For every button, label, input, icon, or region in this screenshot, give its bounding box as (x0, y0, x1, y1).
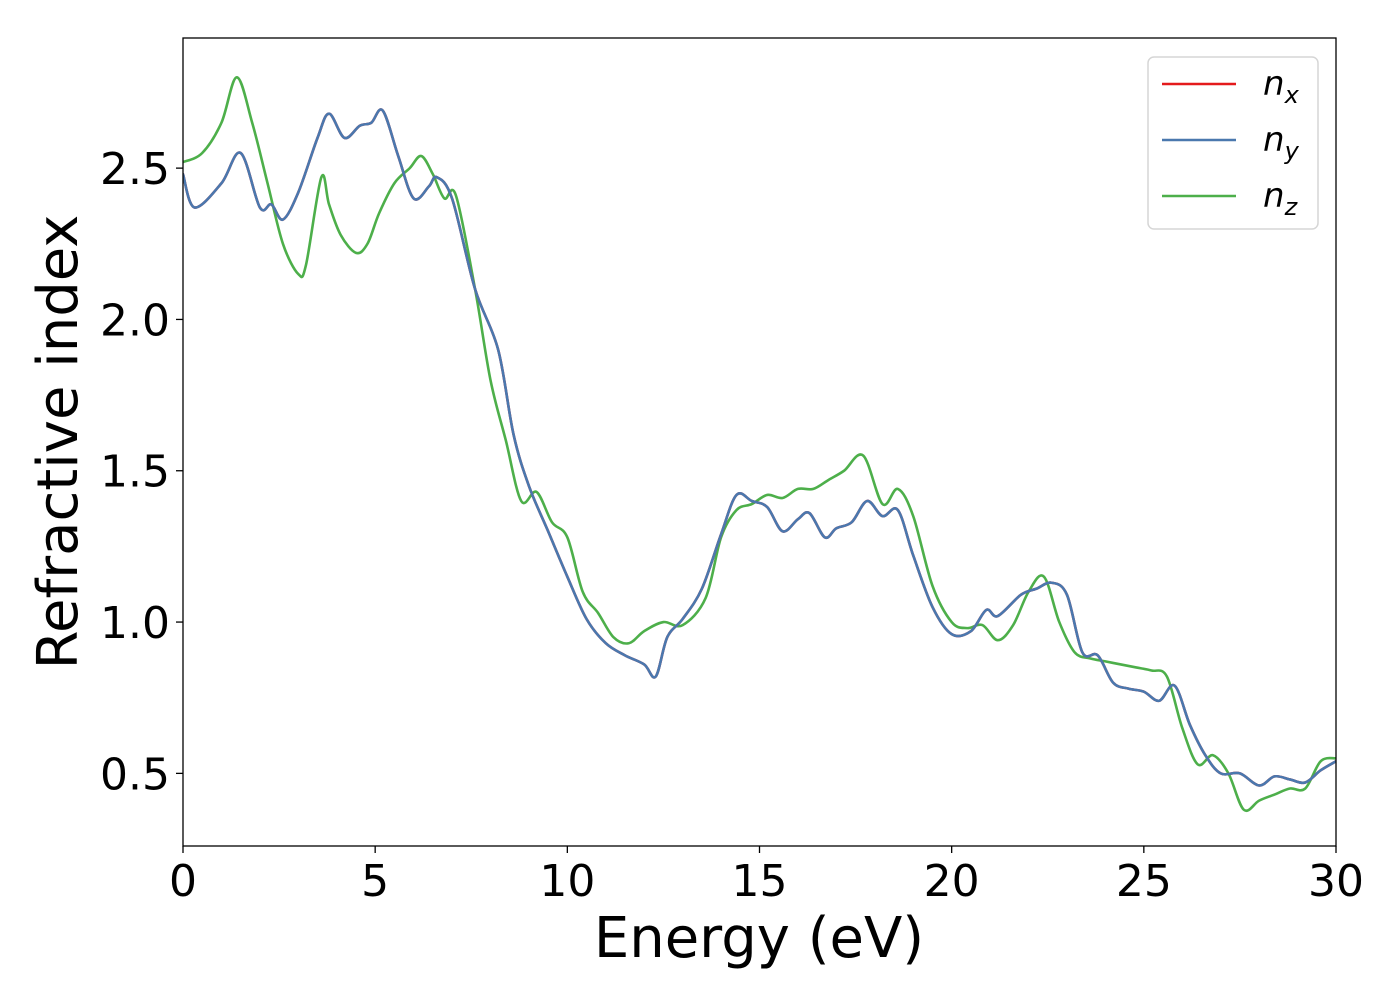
x-axis: 0 5 10 15 20 25 30 (169, 846, 1364, 907)
series-line-n-z (183, 76, 1336, 812)
legend-box (1147, 56, 1319, 230)
series-layer (183, 76, 1336, 812)
x-tick-label: 0 (169, 856, 197, 907)
legend-label-n-z: nz (1263, 176, 1299, 221)
legend-label-n-y: ny (1263, 120, 1300, 165)
y-tick-label: 2.5 (100, 144, 170, 195)
x-tick-label: 30 (1308, 856, 1364, 907)
series-line-n-y (183, 108, 1336, 787)
x-tick-label: 5 (361, 856, 389, 907)
legend: nx ny nz (1147, 56, 1319, 230)
y-tick-label: 2.0 (100, 295, 170, 346)
y-tick-label: 0.5 (100, 749, 170, 800)
y-tick-label: 1.5 (100, 447, 170, 498)
x-tick-label: 20 (924, 856, 980, 907)
x-tick-label: 25 (1116, 856, 1172, 907)
x-tick-label: 10 (539, 856, 595, 907)
y-axis: 0.5 1.0 1.5 2.0 2.5 (100, 144, 183, 800)
y-tick-label: 1.0 (100, 598, 170, 649)
legend-label-n-x: nx (1263, 64, 1300, 109)
x-tick-label: 15 (732, 856, 788, 907)
y-axis-title: Refractive index (26, 215, 91, 670)
x-axis-title: Energy (eV) (594, 906, 924, 971)
